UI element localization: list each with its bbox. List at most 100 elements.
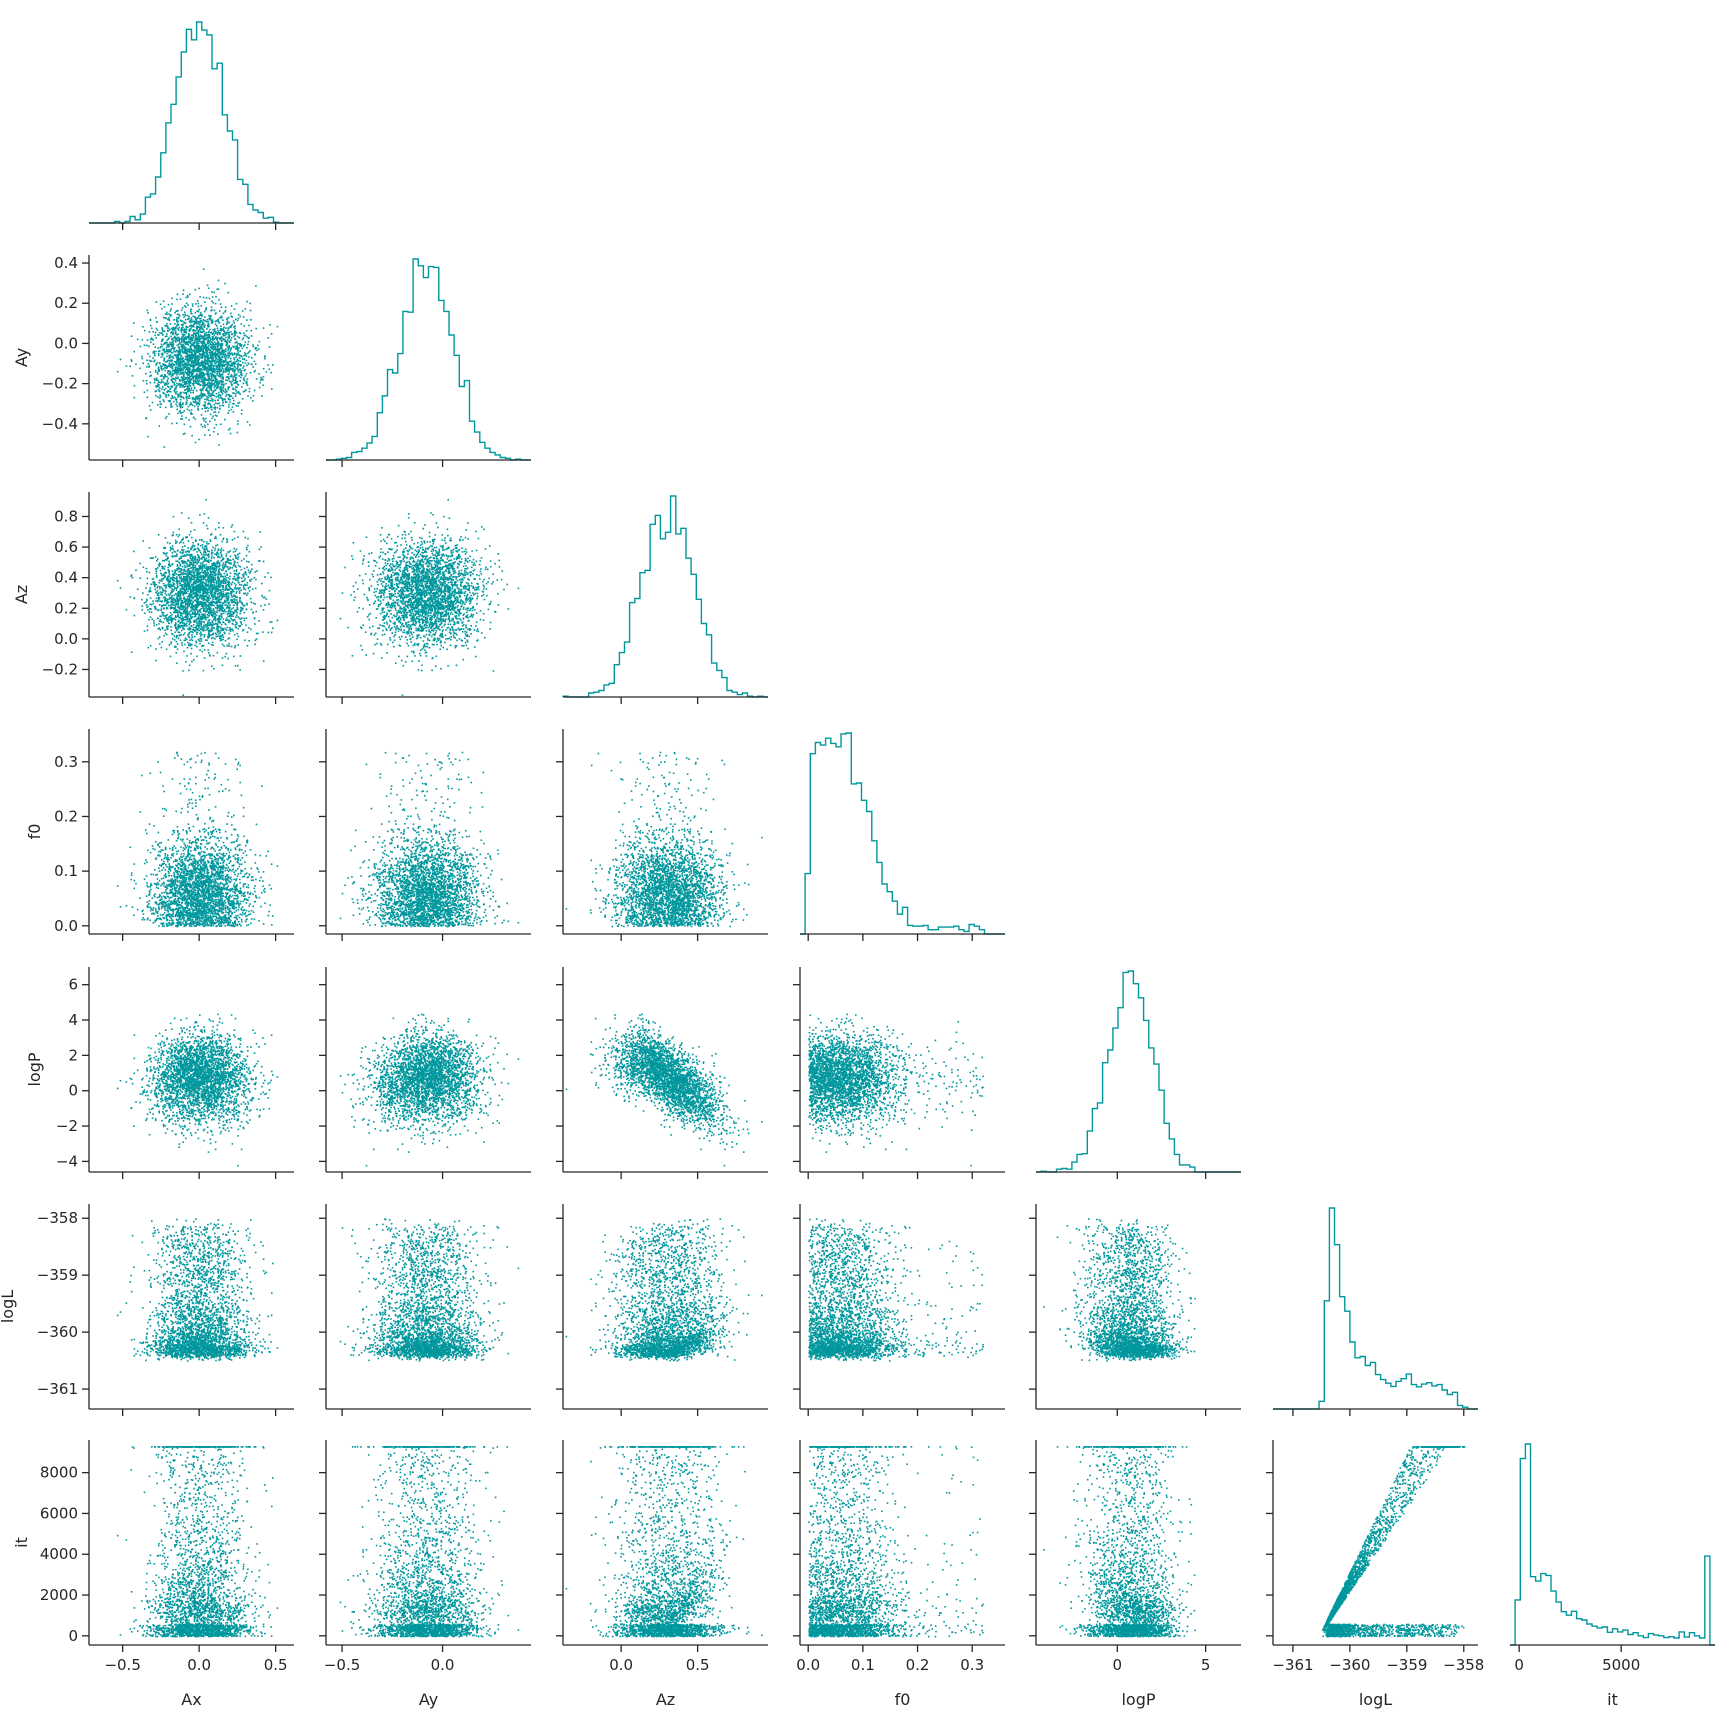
point	[214, 419, 216, 421]
point	[180, 298, 182, 300]
point	[221, 377, 223, 379]
point	[158, 381, 160, 383]
point	[182, 412, 184, 414]
point	[264, 355, 266, 357]
point	[194, 346, 196, 348]
point	[210, 338, 212, 340]
point	[160, 304, 162, 306]
point	[157, 383, 159, 385]
point	[217, 433, 219, 435]
point	[164, 370, 166, 372]
point	[202, 408, 204, 410]
point	[219, 317, 221, 319]
point	[180, 418, 182, 420]
point	[188, 406, 190, 408]
point	[163, 393, 165, 395]
point	[251, 335, 253, 337]
point	[251, 330, 253, 332]
point	[216, 368, 218, 370]
point	[158, 355, 160, 357]
point	[181, 337, 183, 339]
point	[165, 376, 167, 378]
point	[219, 334, 221, 336]
point	[169, 342, 171, 344]
point	[171, 298, 173, 300]
point	[249, 388, 251, 390]
point	[182, 406, 184, 408]
point	[167, 319, 169, 321]
point	[225, 371, 227, 373]
point	[167, 330, 169, 332]
point	[238, 371, 240, 373]
point	[202, 321, 204, 323]
point	[234, 330, 236, 332]
point	[226, 376, 228, 378]
point	[277, 326, 279, 328]
point	[178, 329, 180, 331]
point	[225, 348, 227, 350]
point	[150, 325, 152, 327]
point	[187, 304, 189, 306]
point	[149, 356, 151, 358]
point	[168, 383, 170, 385]
point	[161, 369, 163, 371]
point	[155, 385, 157, 387]
point	[167, 327, 169, 329]
point	[236, 361, 238, 363]
point	[168, 327, 170, 329]
point	[218, 289, 220, 291]
point	[241, 410, 243, 412]
point	[168, 304, 170, 306]
point	[210, 400, 212, 402]
point	[183, 340, 185, 342]
point	[253, 395, 255, 397]
point	[137, 339, 139, 341]
point	[191, 343, 193, 345]
point	[268, 368, 270, 370]
point	[159, 387, 161, 389]
point	[193, 390, 195, 392]
point	[248, 351, 250, 353]
point	[176, 385, 178, 387]
point	[156, 321, 158, 323]
point	[235, 379, 237, 381]
point	[263, 376, 265, 378]
point	[202, 426, 204, 428]
point	[173, 401, 175, 403]
point	[170, 308, 172, 310]
point	[203, 268, 205, 270]
point	[242, 367, 244, 369]
panel-Ax-Ax	[89, 22, 294, 230]
point	[229, 336, 231, 338]
point	[232, 397, 234, 399]
point	[263, 368, 265, 370]
point	[205, 418, 207, 420]
point	[227, 353, 229, 355]
point	[245, 354, 247, 356]
point	[243, 316, 245, 318]
point	[216, 371, 218, 373]
point	[238, 318, 240, 320]
point	[244, 380, 246, 382]
point	[200, 424, 202, 426]
point	[230, 433, 232, 435]
point	[231, 333, 233, 335]
point	[213, 431, 215, 433]
point	[227, 376, 229, 378]
point	[170, 398, 172, 400]
point	[149, 331, 151, 333]
point	[180, 412, 182, 414]
point	[217, 327, 219, 329]
point	[198, 288, 200, 290]
point	[237, 405, 239, 407]
point	[173, 319, 175, 321]
point	[164, 331, 166, 333]
point	[171, 395, 173, 397]
point	[181, 309, 183, 311]
point	[212, 418, 214, 420]
point	[164, 306, 166, 308]
point	[188, 379, 190, 381]
point	[216, 350, 218, 352]
point	[170, 391, 172, 393]
